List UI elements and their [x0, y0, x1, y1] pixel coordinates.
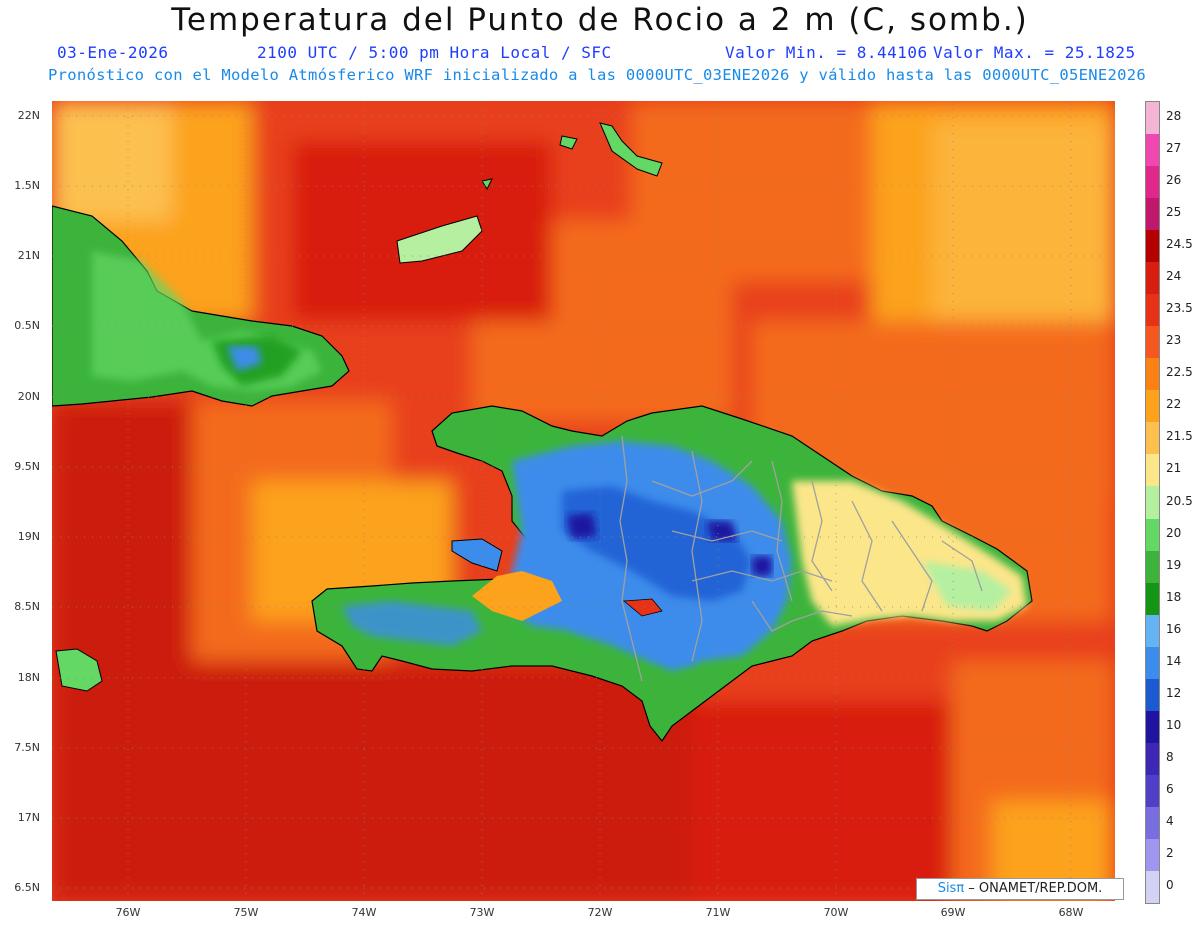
- lat-label: 1.5N: [14, 179, 40, 192]
- colorbar-segment: [1146, 422, 1159, 455]
- colorbar: [1145, 101, 1160, 904]
- colorbar-label: 22: [1166, 397, 1182, 412]
- lat-label: 21N: [17, 249, 40, 262]
- cuba-landmass: [52, 205, 350, 407]
- colorbar-segment: [1146, 390, 1159, 423]
- colorbar-segment: [1146, 358, 1159, 391]
- lat-label: 20N: [17, 390, 40, 403]
- colorbar-segment: [1146, 134, 1159, 167]
- colorbar-label: 2: [1166, 845, 1174, 860]
- colorbar-segment: [1146, 838, 1159, 872]
- colorbar-segment: [1146, 262, 1159, 295]
- lat-label: 17N: [17, 811, 40, 824]
- credit-text: – ONAMET/REP.DOM.: [964, 881, 1103, 896]
- lat-label: 9.5N: [14, 460, 40, 473]
- colorbar-segment: [1146, 710, 1159, 744]
- colorbar-segment: [1146, 582, 1159, 616]
- colorbar-label: 14: [1166, 653, 1182, 668]
- colorbar-label: 0: [1166, 877, 1174, 892]
- colorbar-label: 19: [1166, 557, 1182, 572]
- map-title: Temperatura del Punto de Rocio a 2 m (C,…: [171, 2, 1029, 38]
- colorbar-segment: [1146, 166, 1159, 199]
- colorbar-segment: [1146, 198, 1159, 231]
- colorbar-segment: [1146, 518, 1159, 552]
- colorbar-label: 20.5: [1166, 493, 1193, 508]
- colorbar-label: 12: [1166, 685, 1182, 700]
- hispaniola-landmass: [311, 405, 1033, 743]
- colorbar-segment: [1146, 806, 1159, 840]
- colorbar-label: 26: [1166, 173, 1182, 188]
- colorbar-segment: [1146, 454, 1159, 487]
- sispi-logo: Sisπ: [937, 881, 965, 896]
- lat-label: 22N: [17, 109, 40, 122]
- colorbar-label: 20: [1166, 525, 1182, 540]
- colorbar-segment: [1146, 102, 1159, 135]
- colorbar-label: 24.5: [1166, 237, 1193, 252]
- colorbar-label: 28: [1166, 109, 1182, 124]
- lon-label: 69W: [940, 906, 966, 919]
- colorbar-segment: [1146, 230, 1159, 263]
- colorbar-segment: [1146, 678, 1159, 712]
- lat-label: 6.5N: [14, 881, 40, 894]
- colorbar-label: 22.5: [1166, 365, 1193, 380]
- bahamas-islands: [396, 122, 663, 264]
- lon-label: 70W: [823, 906, 849, 919]
- lon-label: 76W: [115, 906, 141, 919]
- dewpoint-map: [52, 101, 1115, 901]
- min-value-label: Valor Min. = 8.44106: [725, 43, 928, 62]
- lat-lon-grid: [52, 101, 1115, 901]
- colorbar-segment: [1146, 774, 1159, 808]
- colorbar-label: 18: [1166, 589, 1182, 604]
- colorbar-label: 21: [1166, 461, 1182, 476]
- colorbar-label: 4: [1166, 813, 1174, 828]
- lon-label: 75W: [233, 906, 259, 919]
- jamaica-landmass: [55, 648, 103, 692]
- colorbar-segment: [1146, 742, 1159, 776]
- time-label: 2100 UTC / 5:00 pm Hora Local / SFC: [257, 43, 612, 62]
- lon-label: 71W: [705, 906, 731, 919]
- lat-label: 0.5N: [14, 319, 40, 332]
- forecast-description: Pronóstico con el Modelo Atmósferico WRF…: [48, 66, 1147, 84]
- lat-label: 8.5N: [14, 600, 40, 613]
- lat-label: 7.5N: [14, 741, 40, 754]
- province-borders: [619, 435, 983, 682]
- lon-label: 74W: [351, 906, 377, 919]
- colorbar-label: 10: [1166, 717, 1182, 732]
- lon-label: 68W: [1058, 906, 1084, 919]
- lon-label: 72W: [587, 906, 613, 919]
- colorbar-label: 16: [1166, 621, 1182, 636]
- colorbar-segment: [1146, 326, 1159, 359]
- lon-label: 73W: [469, 906, 495, 919]
- date-label: 03-Ene-2026: [57, 43, 169, 62]
- colorbar-label: 21.5: [1166, 429, 1193, 444]
- colorbar-segment: [1146, 294, 1159, 327]
- colorbar-label: 24: [1166, 269, 1182, 284]
- lat-label: 18N: [17, 671, 40, 684]
- colorbar-label: 6: [1166, 781, 1174, 796]
- colorbar-segment: [1146, 486, 1159, 519]
- colorbar-label: 27: [1166, 141, 1182, 156]
- colorbar-segment: [1146, 646, 1159, 680]
- colorbar-segment: [1146, 870, 1159, 904]
- lat-label: 19N: [17, 530, 40, 543]
- colorbar-label: 8: [1166, 749, 1174, 764]
- max-value-label: Valor Max. = 25.1825: [933, 43, 1136, 62]
- credit-box: Sisπ – ONAMET/REP.DOM.: [916, 878, 1124, 900]
- colorbar-label: 23.5: [1166, 301, 1193, 316]
- colorbar-segment: [1146, 614, 1159, 648]
- colorbar-segment: [1146, 550, 1159, 584]
- colorbar-label: 25: [1166, 205, 1182, 220]
- colorbar-label: 23: [1166, 333, 1182, 348]
